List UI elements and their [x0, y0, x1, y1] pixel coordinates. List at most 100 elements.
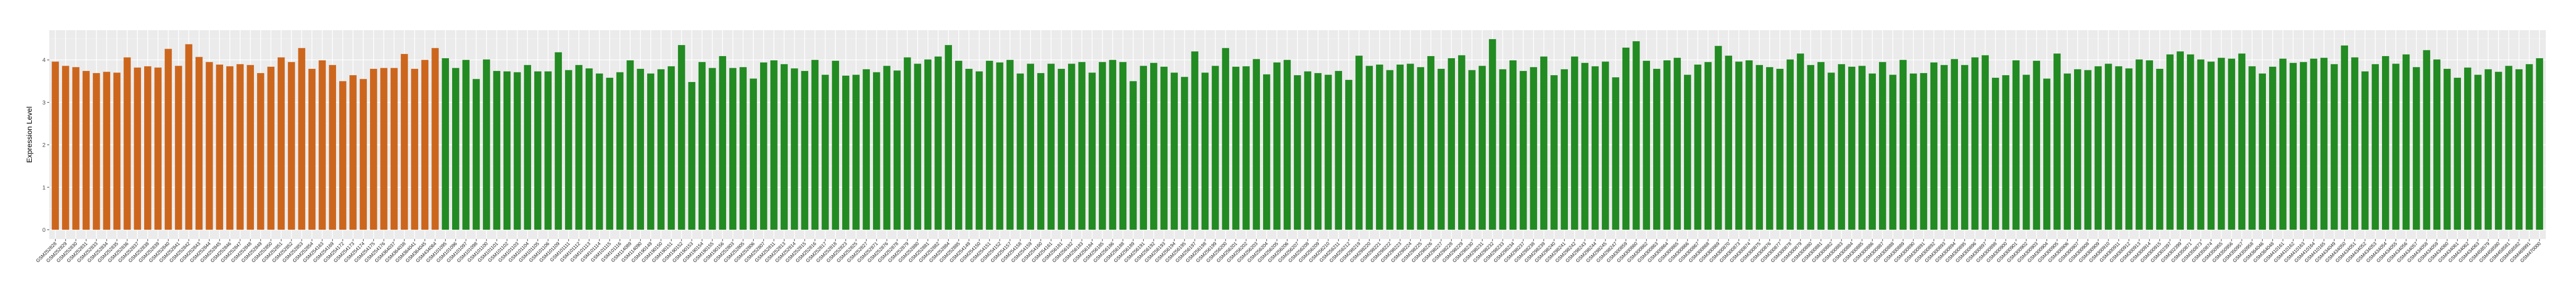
bar [1437, 69, 1445, 230]
bar [688, 82, 695, 230]
bar [719, 56, 726, 230]
bar [1889, 75, 1896, 230]
bar [698, 62, 706, 230]
bar [770, 60, 778, 230]
bar [2033, 60, 2040, 230]
bar [1057, 69, 1065, 230]
bar [1458, 55, 1466, 230]
bar [349, 75, 357, 230]
bar [1560, 69, 1568, 230]
bar [709, 68, 716, 230]
bar [2063, 73, 2071, 230]
bar [503, 71, 511, 230]
bar [637, 69, 645, 230]
bar [1673, 58, 1681, 230]
bar [883, 66, 890, 230]
bar [1910, 73, 1917, 230]
bar [1078, 62, 1086, 230]
bar [791, 68, 798, 230]
bar [2259, 73, 2266, 230]
bar [657, 69, 665, 230]
bar [1807, 65, 1814, 230]
bar [585, 68, 593, 230]
y-tick-label: 4 [42, 57, 46, 64]
bar [411, 69, 418, 230]
bar [2269, 67, 2277, 230]
bar [103, 71, 110, 230]
bar [308, 69, 316, 230]
bar [1684, 75, 1691, 230]
bar [380, 68, 387, 230]
bar [1335, 71, 1342, 230]
bar [852, 75, 860, 230]
bar [1848, 67, 1856, 230]
bar [288, 62, 295, 230]
bar [1602, 61, 1609, 230]
bar [1478, 66, 1486, 230]
bar [2105, 64, 2112, 230]
bar [667, 66, 675, 230]
bar [1591, 66, 1599, 230]
y-tick-label: 0 [42, 227, 46, 233]
bar [1376, 65, 1383, 230]
bar [729, 68, 737, 230]
bar [1017, 73, 1024, 230]
bar [2156, 69, 2164, 230]
bar [1571, 56, 1578, 230]
bar [842, 75, 850, 230]
bar [647, 73, 655, 230]
bar [2125, 68, 2133, 230]
bar [1283, 60, 1291, 230]
bar [1130, 81, 1137, 230]
bar [1232, 67, 1240, 230]
bar [1715, 46, 1722, 230]
bar [2392, 64, 2399, 230]
bar [2505, 66, 2512, 230]
bar [2351, 57, 2359, 230]
bar [1068, 64, 1075, 230]
bar [1920, 73, 1927, 230]
bar [1109, 60, 1116, 230]
bar [678, 45, 685, 230]
bar [1694, 65, 1701, 230]
bar [298, 48, 305, 230]
bar [1191, 51, 1198, 230]
y-tick-label: 3 [42, 100, 46, 106]
bar [1530, 67, 1537, 230]
bar [1755, 65, 1763, 230]
bar [1396, 65, 1404, 230]
bar [1550, 75, 1558, 230]
bar [62, 66, 69, 230]
bar [2248, 66, 2256, 230]
bar [760, 62, 767, 230]
bar [2218, 58, 2225, 230]
bar [2166, 54, 2174, 230]
bar [565, 70, 572, 230]
bar [1633, 41, 1640, 230]
bar [185, 44, 192, 230]
bar [1304, 71, 1311, 230]
bar [1027, 64, 1034, 230]
bar [1212, 66, 1219, 230]
bar [749, 78, 757, 230]
bar [1961, 65, 1969, 230]
bar [1725, 56, 1732, 230]
bar [1540, 56, 1548, 230]
bar [1407, 64, 1414, 230]
bar [93, 73, 100, 230]
bar [1499, 69, 1506, 230]
bar [1325, 75, 1332, 230]
bar [462, 60, 470, 230]
bar [904, 57, 911, 230]
bar [2423, 50, 2430, 230]
bar [862, 69, 870, 230]
bar [2382, 56, 2389, 230]
bar [226, 66, 234, 230]
bar [832, 60, 839, 230]
bar [2176, 51, 2184, 230]
bar [1776, 69, 1784, 230]
bar [1643, 60, 1650, 230]
bar [144, 66, 152, 230]
bar [319, 60, 326, 230]
